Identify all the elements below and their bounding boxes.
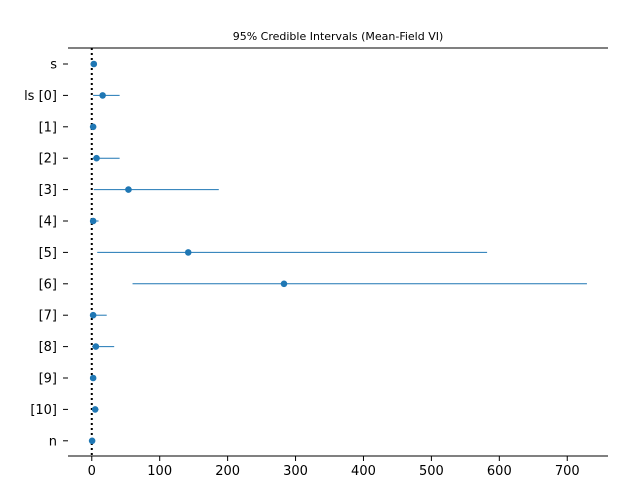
y-tick-label: s bbox=[50, 58, 57, 73]
mean-point bbox=[99, 92, 106, 99]
x-tick-label: 600 bbox=[487, 464, 512, 479]
y-tick-label: [2] bbox=[39, 152, 57, 167]
x-tick-label: 100 bbox=[147, 464, 172, 479]
x-tick-label: 400 bbox=[351, 464, 376, 479]
mean-point bbox=[280, 280, 288, 288]
x-tick-label: 0 bbox=[88, 464, 96, 479]
chart-title: 95% Credible Intervals (Mean-Field VI) bbox=[233, 30, 444, 43]
mean-point bbox=[88, 437, 96, 445]
y-tick-label: [9] bbox=[39, 372, 57, 387]
mean-point bbox=[89, 123, 97, 131]
x-tick-label: 200 bbox=[215, 464, 240, 479]
y-tick-label: [3] bbox=[39, 183, 57, 198]
y-tick-label: [10] bbox=[30, 403, 57, 418]
y-tick-label: [4] bbox=[39, 215, 57, 230]
y-tick-label: ls [0] bbox=[24, 89, 57, 104]
y-tick-label: n bbox=[49, 434, 57, 449]
mean-point bbox=[89, 311, 97, 319]
y-tick-label: [1] bbox=[39, 120, 57, 135]
y-tick-label: [7] bbox=[39, 309, 57, 324]
x-tick-label: 500 bbox=[419, 464, 444, 479]
mean-point bbox=[90, 60, 98, 68]
y-tick-label: [6] bbox=[39, 277, 57, 292]
mean-point bbox=[92, 343, 100, 350]
x-tick-label: 300 bbox=[283, 464, 308, 479]
mean-point bbox=[89, 374, 97, 382]
y-tick-label: [8] bbox=[39, 340, 57, 355]
y-tick-label: [5] bbox=[39, 246, 57, 261]
mean-point bbox=[89, 217, 97, 225]
mean-point bbox=[91, 406, 99, 413]
mean-point bbox=[93, 154, 100, 162]
mean-point bbox=[184, 249, 192, 256]
mean-point bbox=[125, 186, 132, 193]
x-tick-label: 700 bbox=[555, 464, 580, 479]
